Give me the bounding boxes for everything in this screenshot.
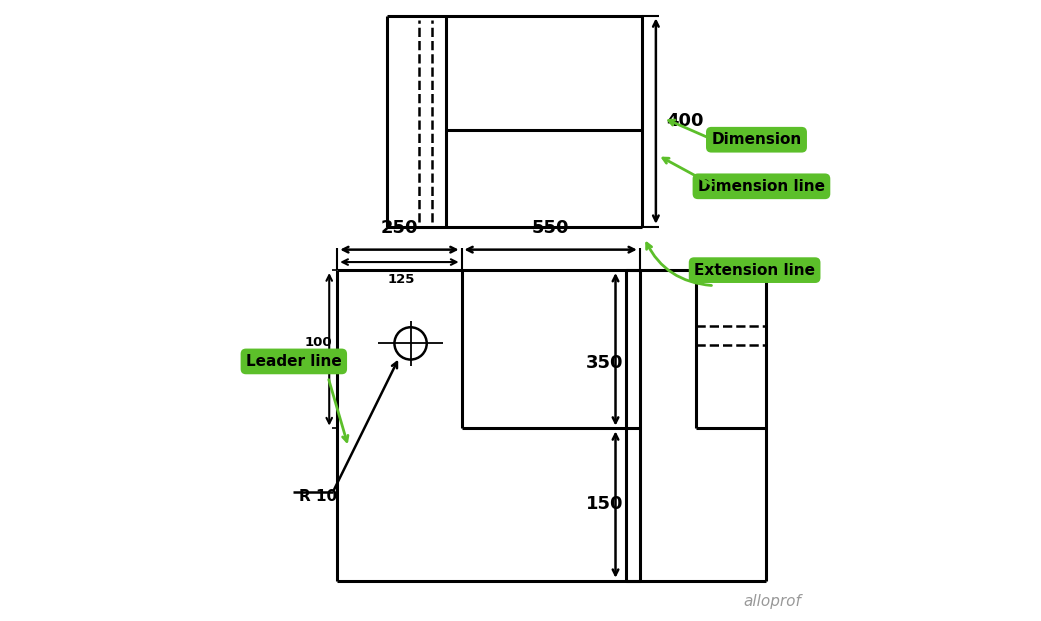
Text: Dimension line: Dimension line <box>697 179 824 194</box>
Text: 150: 150 <box>586 496 624 513</box>
Text: 250: 250 <box>381 219 418 237</box>
Text: 125: 125 <box>387 273 415 286</box>
Text: Leader line: Leader line <box>246 354 341 369</box>
Text: Extension line: Extension line <box>694 263 815 278</box>
Text: 100: 100 <box>305 337 332 349</box>
Text: 400: 400 <box>666 112 704 130</box>
Text: 350: 350 <box>586 355 624 372</box>
Text: Dimension: Dimension <box>711 132 802 147</box>
Text: alloprof: alloprof <box>743 594 801 609</box>
Text: 550: 550 <box>532 219 569 237</box>
Text: R 10: R 10 <box>299 489 337 504</box>
